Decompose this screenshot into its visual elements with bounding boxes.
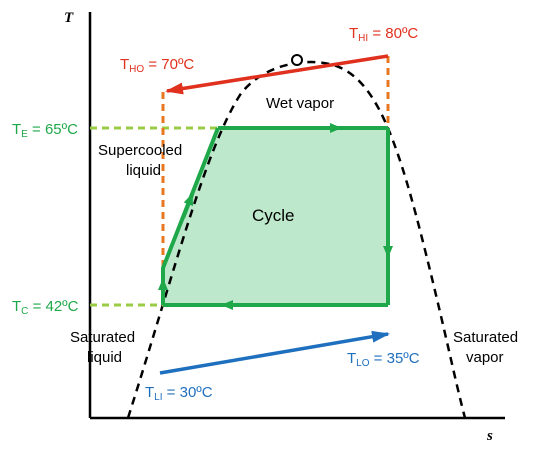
hot-inlet-symbol: T	[349, 25, 358, 42]
tc-sub: C	[21, 306, 28, 317]
hot-outlet-sub: HO	[129, 64, 144, 75]
cold-outlet-symbol: T	[347, 350, 356, 367]
saturated-vapor-label-1: Saturated	[453, 329, 518, 346]
cold-outlet-value: = 35ºC	[370, 350, 420, 367]
hot-inlet-sub: HI	[358, 33, 368, 44]
saturated-liquid-label-1: Saturated	[70, 329, 135, 346]
te-label: TE = 65ºC	[12, 121, 78, 140]
tc-value: = 42ºC	[28, 298, 78, 315]
hot-outlet-value: = 70ºC	[144, 56, 194, 73]
hot-inlet-label: THI = 80ºC	[349, 25, 418, 44]
tc-symbol: T	[12, 298, 21, 315]
cold-inlet-sub: LI	[154, 392, 162, 403]
hot-outlet-symbol: T	[120, 56, 129, 73]
critical-point	[291, 54, 303, 66]
cycle-region	[163, 128, 388, 305]
te-symbol: T	[12, 121, 21, 138]
saturated-vapor-label-2: vapor	[466, 349, 504, 366]
cold-outlet-label: TLO = 35ºC	[347, 350, 420, 369]
tc-label: TC = 42ºC	[12, 298, 79, 317]
supercooled-label-1: Supercooled	[98, 142, 182, 159]
wet-vapor-label: Wet vapor	[266, 95, 334, 112]
hot-outlet-label: THO = 70ºC	[120, 56, 194, 75]
hot-inlet-value: = 80ºC	[368, 25, 418, 42]
cold-stream-arrow	[159, 330, 390, 375]
cold-inlet-symbol: T	[145, 384, 154, 401]
te-value: = 65ºC	[28, 121, 78, 138]
te-sub: E	[21, 129, 28, 140]
cycle-left-edge	[161, 127, 220, 305]
cold-outlet-sub: LO	[356, 358, 370, 369]
cold-inlet-value: = 30ºC	[163, 384, 213, 401]
t-axis-label: T	[64, 10, 74, 26]
supercooled-label-2: liquid	[126, 162, 161, 179]
saturated-liquid-label-2: liquid	[87, 349, 122, 366]
cycle-label: Cycle	[252, 206, 295, 225]
hot-stream-arrow	[165, 54, 389, 95]
saturation-dome	[126, 60, 467, 419]
s-axis-label: s	[486, 428, 493, 444]
cold-inlet-label: TLI = 30ºC	[145, 384, 213, 403]
cycle-arrow-left-mid	[181, 193, 194, 219]
